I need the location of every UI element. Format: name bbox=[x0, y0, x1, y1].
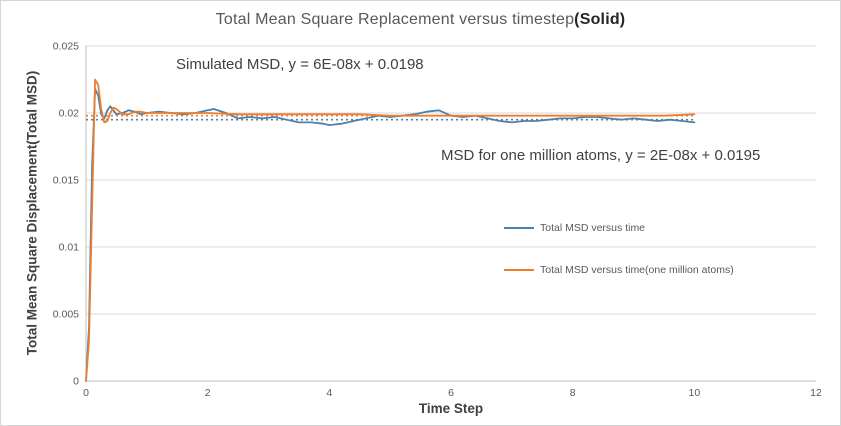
x-tick-label: 0 bbox=[83, 387, 89, 399]
chart-title-text: Total Mean Square Replacement versus tim… bbox=[215, 11, 575, 28]
x-tick-label: 12 bbox=[810, 387, 822, 399]
legend-item-million-atoms: Total MSD versus time(one million atoms) bbox=[504, 262, 734, 278]
chart-title-suffix: (Solid) bbox=[574, 11, 626, 28]
legend-swatch-blue-line bbox=[504, 227, 534, 229]
y-tick-label: 0.005 bbox=[53, 309, 79, 321]
x-tick-label: 10 bbox=[688, 387, 700, 399]
x-tick-label: 6 bbox=[448, 387, 454, 399]
annotation-million-atoms: MSD for one million atoms, y = 2E-08x + … bbox=[441, 147, 761, 164]
legend-item-total-msd: Total MSD versus time bbox=[504, 220, 734, 236]
y-tick-label: 0.025 bbox=[53, 41, 79, 53]
series-line-1 bbox=[85, 78, 696, 382]
legend-swatch-orange-line bbox=[504, 269, 534, 271]
y-tick-label: 0 bbox=[73, 376, 79, 388]
legend-label: Total MSD versus time(one million atoms) bbox=[540, 264, 734, 276]
x-tick-label: 8 bbox=[570, 387, 576, 399]
y-tick-label: 0.015 bbox=[53, 175, 79, 187]
chart-title: Total Mean Square Replacement versus tim… bbox=[1, 11, 840, 29]
y-tick-label: 0.01 bbox=[59, 242, 80, 254]
x-tick-label: 4 bbox=[326, 387, 332, 399]
x-axis-title: Time Step bbox=[418, 401, 484, 416]
legend-label: Total MSD versus time bbox=[540, 222, 646, 234]
series-line-0 bbox=[85, 88, 696, 382]
y-axis-title: Total Mean Square Displacement(Total MSD… bbox=[24, 70, 40, 356]
annotation-simulated-msd: Simulated MSD, y = 6E-08x + 0.0198 bbox=[176, 56, 424, 73]
y-tick-label: 0.02 bbox=[59, 108, 80, 120]
legend: Total MSD versus time Total MSD versus t… bbox=[504, 220, 734, 304]
x-tick-label: 2 bbox=[205, 387, 211, 399]
